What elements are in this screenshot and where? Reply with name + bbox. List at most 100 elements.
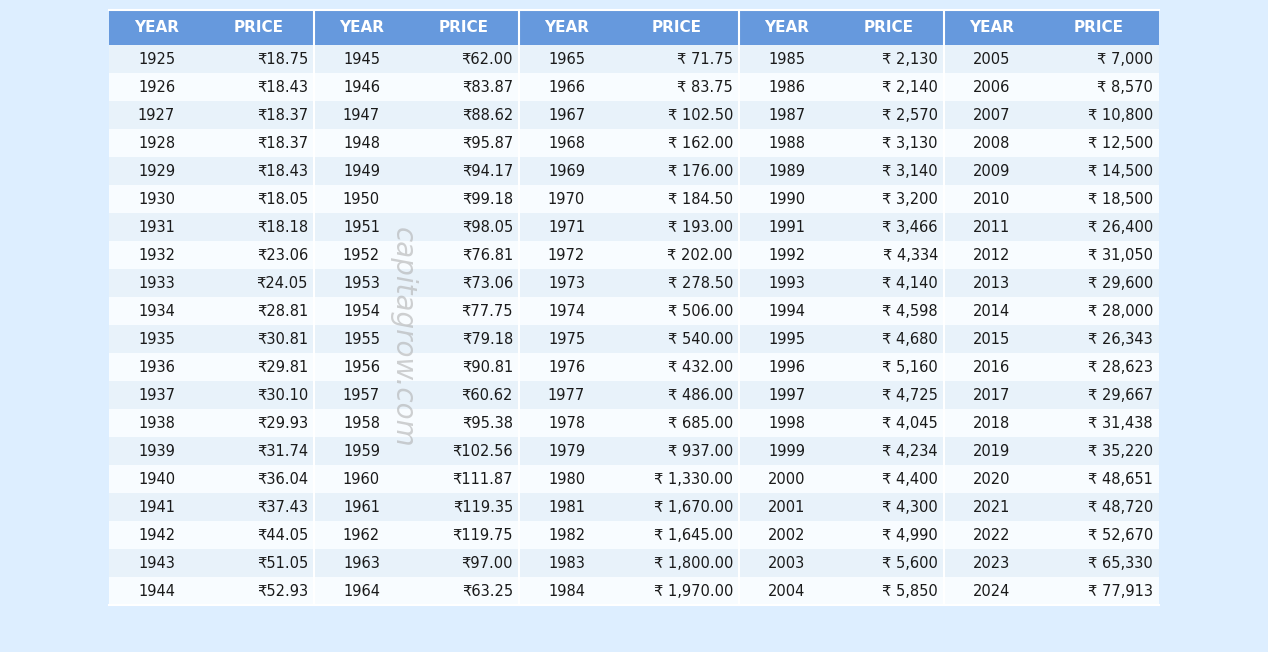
Text: PRICE: PRICE — [864, 20, 914, 35]
Text: ₹ 540.00: ₹ 540.00 — [668, 331, 733, 346]
Bar — [834, 10, 943, 45]
Text: ₹ 12,500: ₹ 12,500 — [1088, 136, 1153, 151]
Text: 1950: 1950 — [342, 192, 380, 207]
Text: 1987: 1987 — [768, 108, 805, 123]
Text: ₹44.05: ₹44.05 — [256, 527, 308, 542]
Text: 1946: 1946 — [344, 80, 380, 95]
Text: 1929: 1929 — [138, 164, 175, 179]
Text: PRICE: PRICE — [652, 20, 701, 35]
Text: 2012: 2012 — [973, 248, 1011, 263]
Text: 1977: 1977 — [548, 387, 585, 402]
Text: ₹ 4,234: ₹ 4,234 — [883, 443, 938, 458]
Text: ₹ 4,598: ₹ 4,598 — [883, 303, 938, 318]
Text: ₹ 1,800.00: ₹ 1,800.00 — [653, 556, 733, 570]
Text: 1959: 1959 — [344, 443, 380, 458]
Text: ₹ 685.00: ₹ 685.00 — [668, 415, 733, 430]
Text: 1980: 1980 — [548, 471, 585, 486]
Text: 1978: 1978 — [548, 415, 585, 430]
Text: ₹ 4,334: ₹ 4,334 — [883, 248, 938, 263]
Bar — [614, 10, 739, 45]
Text: 1930: 1930 — [138, 192, 175, 207]
Text: ₹ 29,667: ₹ 29,667 — [1088, 387, 1153, 402]
Bar — [109, 73, 1159, 101]
Text: ₹111.87: ₹111.87 — [453, 471, 514, 486]
Text: 1955: 1955 — [344, 331, 380, 346]
Text: ₹ 48,651: ₹ 48,651 — [1088, 471, 1153, 486]
Text: ₹29.93: ₹29.93 — [257, 415, 308, 430]
Text: ₹76.81: ₹76.81 — [462, 248, 514, 263]
Text: ₹ 2,130: ₹ 2,130 — [883, 52, 938, 67]
Text: 1939: 1939 — [138, 443, 175, 458]
Text: 1970: 1970 — [548, 192, 585, 207]
Text: 1962: 1962 — [342, 527, 380, 542]
Text: 1983: 1983 — [548, 556, 585, 570]
Bar — [739, 10, 834, 45]
Bar — [109, 269, 1159, 297]
Text: ₹52.93: ₹52.93 — [257, 584, 308, 599]
Text: 2007: 2007 — [973, 108, 1011, 123]
Text: ₹60.62: ₹60.62 — [462, 387, 514, 402]
Text: ₹ 4,300: ₹ 4,300 — [883, 499, 938, 514]
Text: ₹36.04: ₹36.04 — [257, 471, 308, 486]
Text: ₹ 193.00: ₹ 193.00 — [668, 220, 733, 235]
Text: 1928: 1928 — [138, 136, 175, 151]
Text: 1936: 1936 — [138, 359, 175, 374]
Text: 1957: 1957 — [342, 387, 380, 402]
Bar — [109, 101, 1159, 129]
Text: PRICE: PRICE — [235, 20, 284, 35]
Bar — [109, 45, 1159, 73]
Text: YEAR: YEAR — [765, 20, 809, 35]
Text: ₹30.10: ₹30.10 — [256, 387, 308, 402]
Text: ₹18.37: ₹18.37 — [257, 108, 308, 123]
Text: ₹63.25: ₹63.25 — [462, 584, 514, 599]
Text: 1951: 1951 — [344, 220, 380, 235]
Bar — [109, 465, 1159, 493]
Text: ₹ 1,970.00: ₹ 1,970.00 — [653, 584, 733, 599]
Text: ₹ 1,670.00: ₹ 1,670.00 — [653, 499, 733, 514]
Text: 2017: 2017 — [973, 387, 1011, 402]
Text: 2013: 2013 — [973, 276, 1011, 291]
Text: ₹29.81: ₹29.81 — [256, 359, 308, 374]
Text: 2011: 2011 — [973, 220, 1011, 235]
Text: 1969: 1969 — [548, 164, 585, 179]
Text: PRICE: PRICE — [439, 20, 489, 35]
Text: 1994: 1994 — [768, 303, 805, 318]
Text: 2008: 2008 — [973, 136, 1011, 151]
Text: ₹ 28,623: ₹ 28,623 — [1088, 359, 1153, 374]
Text: 2015: 2015 — [973, 331, 1011, 346]
Text: ₹95.38: ₹95.38 — [462, 415, 514, 430]
Text: 2009: 2009 — [973, 164, 1011, 179]
Text: 1992: 1992 — [768, 248, 805, 263]
Text: YEAR: YEAR — [134, 20, 179, 35]
Text: 1996: 1996 — [768, 359, 805, 374]
Text: ₹ 31,438: ₹ 31,438 — [1088, 415, 1153, 430]
Text: ₹ 14,500: ₹ 14,500 — [1088, 164, 1153, 179]
Bar — [109, 353, 1159, 381]
Text: 2005: 2005 — [973, 52, 1011, 67]
Bar — [109, 577, 1159, 605]
Text: ₹94.17: ₹94.17 — [462, 164, 514, 179]
Bar — [109, 297, 1159, 325]
Text: 2000: 2000 — [767, 471, 805, 486]
Text: ₹ 3,466: ₹ 3,466 — [883, 220, 938, 235]
Text: ₹24.05: ₹24.05 — [256, 276, 308, 291]
Text: 2018: 2018 — [973, 415, 1011, 430]
Text: 1953: 1953 — [344, 276, 380, 291]
Text: 1976: 1976 — [548, 359, 585, 374]
Text: 1942: 1942 — [138, 527, 175, 542]
Text: ₹ 1,330.00: ₹ 1,330.00 — [654, 471, 733, 486]
Text: ₹ 71.75: ₹ 71.75 — [677, 52, 733, 67]
Text: ₹ 4,680: ₹ 4,680 — [883, 331, 938, 346]
Text: ₹ 65,330: ₹ 65,330 — [1088, 556, 1153, 570]
Text: ₹ 3,130: ₹ 3,130 — [883, 136, 938, 151]
Text: ₹ 77,913: ₹ 77,913 — [1088, 584, 1153, 599]
Text: 1934: 1934 — [138, 303, 175, 318]
Bar — [109, 493, 1159, 521]
Bar — [519, 10, 614, 45]
Text: 1988: 1988 — [768, 136, 805, 151]
Bar — [109, 381, 1159, 409]
Text: 1931: 1931 — [138, 220, 175, 235]
Text: ₹ 4,140: ₹ 4,140 — [883, 276, 938, 291]
Text: 1926: 1926 — [138, 80, 175, 95]
Text: ₹ 4,725: ₹ 4,725 — [883, 387, 938, 402]
